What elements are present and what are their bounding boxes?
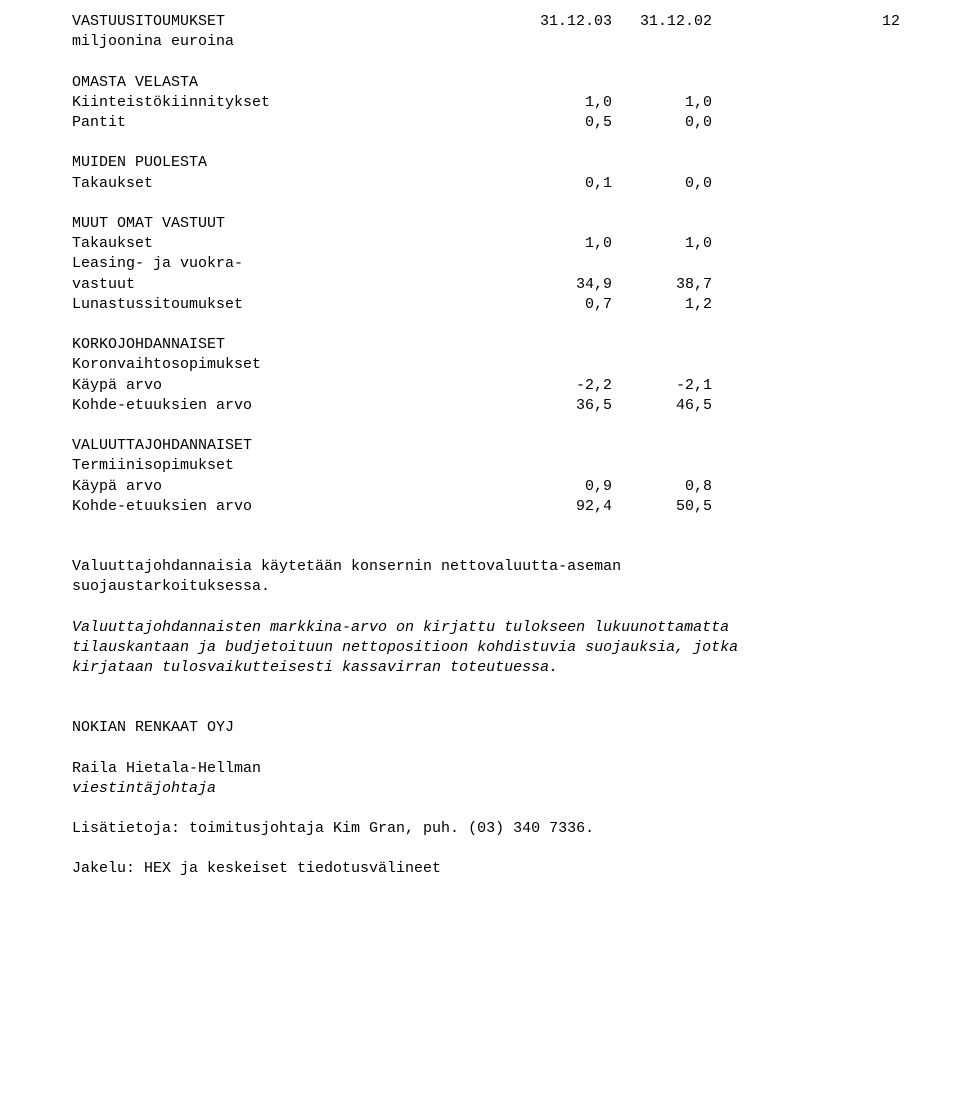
table-row: Leasing- ja vuokra- bbox=[72, 254, 888, 274]
valuutta-sub: Termiinisopimukset bbox=[72, 456, 888, 476]
row-value: -2,1 bbox=[612, 376, 712, 396]
section-sub: Koronvaihtosopimukset bbox=[72, 355, 512, 375]
row-label: Pantit bbox=[72, 113, 512, 133]
paragraph-2: Valuuttajohdannaisten markkina-arvo on k… bbox=[72, 618, 792, 679]
row-label: Kohde-etuuksien arvo bbox=[72, 497, 512, 517]
company-name: NOKIAN RENKAAT OYJ bbox=[72, 718, 888, 738]
signer-name: Raila Hietala-Hellman bbox=[72, 759, 888, 779]
header-label: VASTUUSITOUMUKSET bbox=[72, 12, 512, 32]
row-value: 1,0 bbox=[512, 234, 612, 254]
row-value: 34,9 bbox=[512, 275, 612, 295]
distribution: Jakelu: HEX ja keskeiset tiedotusvälinee… bbox=[72, 859, 792, 879]
signer-title: viestintäjohtaja bbox=[72, 779, 888, 799]
table-row: Takaukset 1,0 1,0 bbox=[72, 234, 888, 254]
korko-title: KORKOJOHDANNAISET bbox=[72, 335, 888, 355]
row-value: 0,9 bbox=[512, 477, 612, 497]
table-row: Kohde-etuuksien arvo 92,4 50,5 bbox=[72, 497, 888, 517]
row-value: 0,7 bbox=[512, 295, 612, 315]
units-row: miljoonina euroina bbox=[72, 32, 888, 52]
row-value: 0,0 bbox=[612, 174, 712, 194]
row-label: vastuut bbox=[72, 275, 512, 295]
row-label: Kiinteistökiinnitykset bbox=[72, 93, 512, 113]
company-label: NOKIAN RENKAAT OYJ bbox=[72, 718, 512, 738]
row-value: 1,0 bbox=[512, 93, 612, 113]
row-value: 0,0 bbox=[612, 113, 712, 133]
section-title: KORKOJOHDANNAISET bbox=[72, 335, 512, 355]
section-title: VALUUTTAJOHDANNAISET bbox=[72, 436, 512, 456]
paragraph-1: Valuuttajohdannaisia käytetään konsernin… bbox=[72, 557, 792, 598]
row-value: 46,5 bbox=[612, 396, 712, 416]
table-row: Kiinteistökiinnitykset 1,0 1,0 bbox=[72, 93, 888, 113]
row-label: Käypä arvo bbox=[72, 376, 512, 396]
signer-title-label: viestintäjohtaja bbox=[72, 779, 512, 799]
row-value: -2,2 bbox=[512, 376, 612, 396]
row-label: Kohde-etuuksien arvo bbox=[72, 396, 512, 416]
section-title: MUIDEN PUOLESTA bbox=[72, 153, 512, 173]
section-title: MUUT OMAT VASTUUT bbox=[72, 214, 512, 234]
row-value: 1,0 bbox=[612, 234, 712, 254]
row-value: 0,1 bbox=[512, 174, 612, 194]
row-value: 38,7 bbox=[612, 275, 712, 295]
muut-title: MUUT OMAT VASTUUT bbox=[72, 214, 888, 234]
row-value: 1,0 bbox=[612, 93, 712, 113]
table-row: Takaukset 0,1 0,0 bbox=[72, 174, 888, 194]
row-label: Leasing- ja vuokra- bbox=[72, 254, 512, 274]
page-number: 12 bbox=[882, 12, 900, 32]
header-row: VASTUUSITOUMUKSET 31.12.03 31.12.02 bbox=[72, 12, 888, 32]
table-row: vastuut 34,9 38,7 bbox=[72, 275, 888, 295]
table-row: Käypä arvo -2,2 -2,1 bbox=[72, 376, 888, 396]
row-value: 1,2 bbox=[612, 295, 712, 315]
muiden-title: MUIDEN PUOLESTA bbox=[72, 153, 888, 173]
more-info: Lisätietoja: toimitusjohtaja Kim Gran, p… bbox=[72, 819, 792, 839]
row-label: Takaukset bbox=[72, 234, 512, 254]
table-row: Pantit 0,5 0,0 bbox=[72, 113, 888, 133]
row-value: 50,5 bbox=[612, 497, 712, 517]
header-col2: 31.12.02 bbox=[612, 12, 712, 32]
signer-name-label: Raila Hietala-Hellman bbox=[72, 759, 512, 779]
section-sub: Termiinisopimukset bbox=[72, 456, 512, 476]
section-title: OMASTA VELASTA bbox=[72, 73, 512, 93]
header-col1: 31.12.03 bbox=[512, 12, 612, 32]
table-row: Käypä arvo 0,9 0,8 bbox=[72, 477, 888, 497]
row-label: Takaukset bbox=[72, 174, 512, 194]
row-label: Käypä arvo bbox=[72, 477, 512, 497]
row-value: 36,5 bbox=[512, 396, 612, 416]
korko-sub: Koronvaihtosopimukset bbox=[72, 355, 888, 375]
omasta-title: OMASTA VELASTA bbox=[72, 73, 888, 93]
row-value: 0,5 bbox=[512, 113, 612, 133]
table-row: Kohde-etuuksien arvo 36,5 46,5 bbox=[72, 396, 888, 416]
units-label: miljoonina euroina bbox=[72, 32, 512, 52]
table-row: Lunastussitoumukset 0,7 1,2 bbox=[72, 295, 888, 315]
row-label: Lunastussitoumukset bbox=[72, 295, 512, 315]
row-value: 92,4 bbox=[512, 497, 612, 517]
valuutta-title: VALUUTTAJOHDANNAISET bbox=[72, 436, 888, 456]
row-value: 0,8 bbox=[612, 477, 712, 497]
